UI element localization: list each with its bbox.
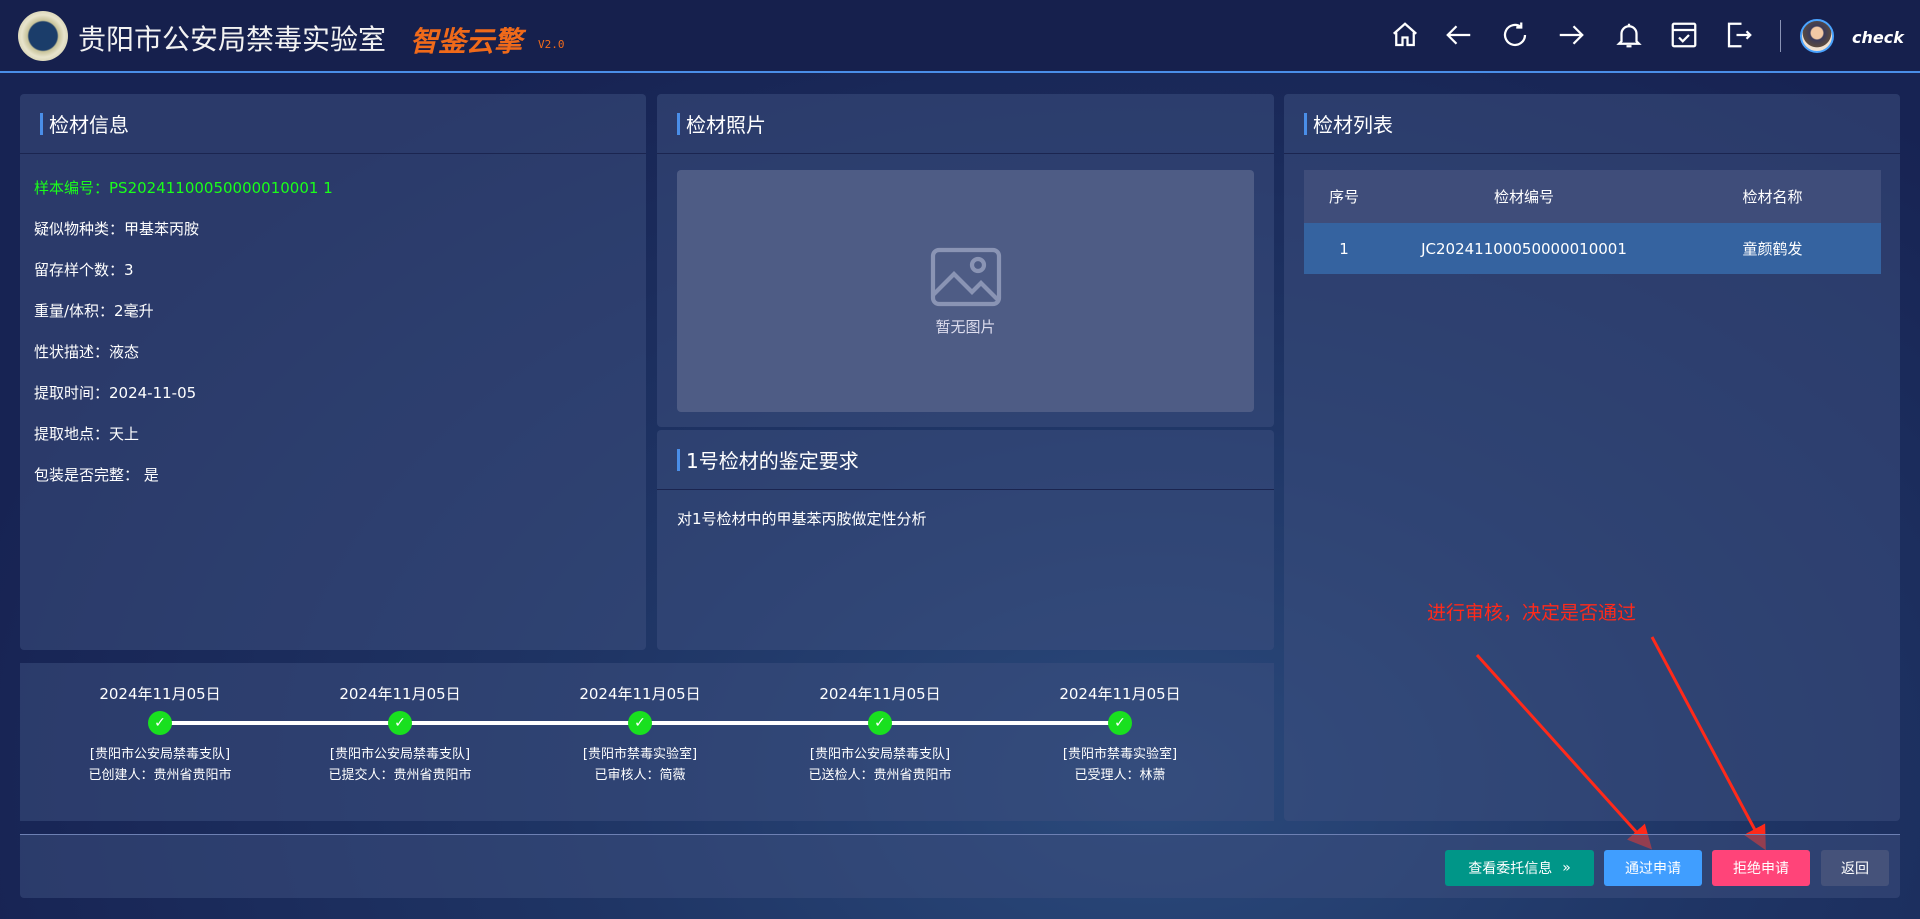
table-header-row: 序号 检材编号 检材名称 (1304, 170, 1881, 223)
double-chevron-right-icon: » (1562, 860, 1571, 876)
police-emblem-logo (18, 11, 68, 61)
check-circle-icon: ✓ (148, 711, 172, 735)
photo-placeholder: 暂无图片 (677, 170, 1254, 412)
timeline-person: 已提交人：贵州省贵阳市 (328, 768, 472, 783)
timeline-person: 已审核人：简薇 (594, 768, 686, 783)
timeline-org: [贵阳市公安局禁毒支队] (329, 747, 471, 762)
panel-title: 检材信息 (49, 113, 129, 137)
top-header: 贵阳市公安局禁毒实验室 智鉴云擎 V2.0 check (0, 0, 1920, 73)
sample-list-panel: 检材列表 序号 检材编号 检材名称 1 JC202411000500000100… (1284, 94, 1900, 821)
no-photo-text: 暂无图片 (935, 317, 996, 336)
timeline-org: [贵阳市公安局禁毒支队] (809, 747, 951, 762)
timeline-org: [贵阳市公安局禁毒支队] (89, 747, 231, 762)
cell-sample-code: JC20241100050000010001 (1384, 223, 1664, 274)
refresh-icon[interactable] (1500, 20, 1530, 50)
progress-timeline: 2024年11月05日 ✓ [贵阳市公安局禁毒支队] 已创建人：贵州省贵阳市 20… (20, 663, 1274, 821)
timeline-org: [贵阳市禁毒实验室] (1062, 747, 1178, 762)
timeline-date: 2024年11月05日 (579, 685, 701, 703)
reject-button[interactable]: 拒绝申请 (1712, 850, 1810, 886)
arrow-to-reject (1650, 636, 1766, 851)
back-arrow-icon[interactable] (1444, 20, 1474, 50)
username[interactable]: check (1852, 28, 1904, 47)
timeline-date: 2024年11月05日 (1059, 685, 1181, 703)
requirement-panel: 1号检材的鉴定要求 对1号检材中的甲基苯丙胺做定性分析 (657, 430, 1274, 650)
check-circle-icon: ✓ (388, 711, 412, 735)
requirement-text: 对1号检材中的甲基苯丙胺做定性分析 (677, 510, 927, 528)
title-accent-bar (1304, 112, 1307, 135)
approve-button[interactable]: 通过申请 (1604, 850, 1702, 886)
panel-header: 检材列表 (1284, 94, 1900, 154)
annotation-text: 进行审核，决定是否通过 (1427, 602, 1637, 624)
timeline-date: 2024年11月05日 (819, 685, 941, 703)
avatar[interactable] (1800, 19, 1834, 53)
column-header: 序号 (1304, 170, 1384, 223)
check-circle-icon: ✓ (628, 711, 652, 735)
extraction-location: 提取地点：天上 (34, 425, 140, 443)
appearance: 性状描述：液态 (34, 343, 140, 361)
extraction-time: 提取时间：2024-11-05 (34, 384, 197, 402)
column-header: 检材编号 (1384, 170, 1664, 223)
action-bar: 查看委托信息 » 通过申请 拒绝申请 返回 (20, 834, 1900, 898)
package-intact: 包装是否完整： 是 (34, 466, 159, 484)
brand-logo-text: 智鉴云擎 (410, 25, 523, 58)
header-divider (1780, 20, 1781, 52)
sample-number: 样本编号：PS20241100050000010001 1 (34, 179, 333, 197)
home-icon[interactable] (1390, 20, 1420, 50)
weight-volume: 重量/体积：2毫升 (34, 302, 154, 320)
sample-info-panel: 检材信息 样本编号：PS20241100050000010001 1 疑似物种类… (20, 94, 646, 650)
check-circle-icon: ✓ (1108, 711, 1132, 735)
timeline-person: 已送检人：贵州省贵阳市 (808, 768, 952, 783)
timeline-date: 2024年11月05日 (339, 685, 461, 703)
arrow-to-approve (1475, 653, 1653, 850)
timeline-person: 已受理人：林萧 (1074, 768, 1166, 783)
suspected-substance: 疑似物种类：甲基苯丙胺 (34, 220, 200, 238)
title-accent-bar (677, 112, 680, 135)
title-accent-bar (40, 112, 43, 135)
button-label: 查看委托信息 (1468, 861, 1553, 877)
table-row[interactable]: 1 JC20241100050000010001 童颜鹤发 (1304, 223, 1881, 274)
sample-table: 序号 检材编号 检材名称 1 JC20241100050000010001 童颜… (1304, 170, 1881, 274)
title-accent-bar (677, 448, 680, 471)
cell-index: 1 (1304, 223, 1384, 274)
version-label: V2.0 (538, 38, 565, 51)
back-button[interactable]: 返回 (1821, 850, 1889, 886)
column-header: 检材名称 (1664, 170, 1881, 223)
panel-header: 1号检材的鉴定要求 (657, 430, 1274, 490)
panel-title: 检材照片 (686, 113, 766, 137)
check-circle-icon: ✓ (868, 711, 892, 735)
image-icon (930, 247, 1001, 306)
panel-title: 检材列表 (1313, 113, 1393, 137)
panel-title: 1号检材的鉴定要求 (686, 449, 859, 473)
bell-icon[interactable] (1614, 20, 1644, 50)
panel-header: 检材照片 (657, 94, 1274, 154)
retained-count: 留存样个数：3 (34, 261, 134, 279)
logout-icon[interactable] (1724, 20, 1754, 50)
timeline-date: 2024年11月05日 (99, 685, 221, 703)
panel-header: 检材信息 (20, 94, 646, 154)
sample-photo-panel: 检材照片 暂无图片 (657, 94, 1274, 427)
view-commission-button[interactable]: 查看委托信息 » (1445, 850, 1594, 886)
calendar-check-icon[interactable] (1669, 20, 1699, 50)
cell-sample-name: 童颜鹤发 (1664, 223, 1881, 274)
timeline-person: 已创建人：贵州省贵阳市 (88, 768, 232, 783)
timeline-org: [贵阳市禁毒实验室] (582, 747, 698, 762)
forward-arrow-icon[interactable] (1556, 20, 1586, 50)
app-title: 贵阳市公安局禁毒实验室 (78, 23, 387, 56)
